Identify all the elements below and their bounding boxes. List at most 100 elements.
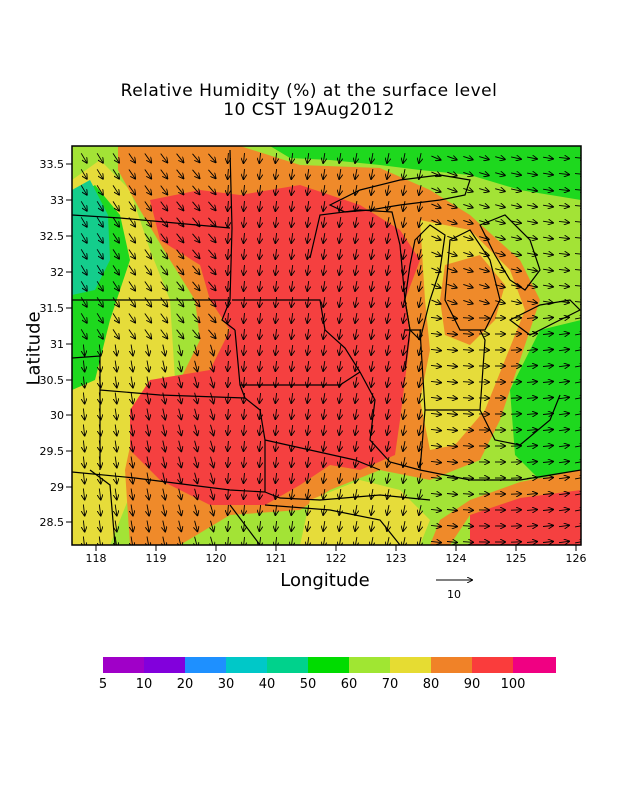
region-east-green: [510, 320, 581, 480]
wind-vector: [83, 488, 84, 500]
wind-vector: [144, 169, 151, 179]
wind-vector: [403, 457, 405, 467]
wind-vector: [431, 204, 440, 208]
wind-vector: [462, 350, 473, 351]
wind-vector: [128, 201, 135, 211]
wind-vector: [244, 216, 245, 227]
wind-vector: [371, 185, 373, 195]
wind-vector: [403, 329, 405, 339]
wind-vector: [115, 456, 117, 468]
wind-vector: [558, 205, 569, 206]
y-tick-label: 33.5: [40, 158, 65, 171]
wind-vector: [307, 393, 308, 403]
wind-vector: [307, 377, 308, 387]
wind-vector: [323, 393, 325, 403]
wind-vector: [244, 264, 245, 275]
wind-vector: [371, 169, 373, 179]
wind-vector: [131, 424, 133, 436]
wind-vector: [430, 541, 441, 542]
wind-vector: [228, 248, 229, 259]
wind-vector: [96, 281, 103, 290]
wind-vector: [291, 280, 292, 291]
wind-vector: [163, 472, 165, 484]
wind-vector: [419, 201, 421, 211]
wind-vector: [275, 312, 276, 323]
wind-vector: [463, 268, 472, 271]
wind-vector: [479, 189, 489, 192]
wind-vector: [558, 429, 569, 430]
wind-vector: [446, 350, 457, 351]
wind-vector: [558, 349, 569, 350]
wind-vector: [495, 173, 505, 176]
wind-vector: [128, 233, 135, 243]
wind-vector: [462, 414, 473, 415]
colorbar-label: 5: [99, 677, 107, 692]
wind-vector: [403, 169, 405, 179]
wind-vector: [575, 365, 581, 367]
y-tick-label: 29: [50, 481, 64, 494]
wind-vector: [160, 185, 168, 195]
wind-vector: [403, 521, 405, 531]
wind-vector: [323, 329, 325, 339]
colorbar-label: 80: [423, 677, 440, 692]
wind-vector: [192, 313, 200, 322]
wind-vector: [208, 201, 215, 210]
wind-vector: [259, 488, 260, 499]
wind-vector: [144, 265, 151, 275]
wind-vector: [275, 328, 276, 339]
wind-vector: [99, 376, 100, 388]
wind-vector: [419, 265, 421, 275]
wind-vector: [163, 440, 165, 452]
wind-vector: [275, 296, 276, 307]
wind-vector: [403, 441, 405, 451]
wind-vector: [115, 408, 117, 420]
colorbar: 5 10 20 30 40 50 60 70 80 90 100: [99, 657, 556, 692]
wind-vector: [403, 489, 405, 499]
wind-vector: [112, 265, 119, 274]
wind-vector: [291, 200, 292, 211]
map-subtitle: 10 CST 19Aug2012: [223, 100, 395, 120]
wind-vector: [259, 392, 260, 403]
wind-vector: [259, 504, 260, 515]
wind-vector: [131, 376, 133, 388]
wind-vector: [99, 408, 100, 420]
wind-vector: [179, 488, 182, 500]
wind-vector: [144, 185, 151, 195]
wind-vector: [211, 504, 214, 516]
wind-vector: [259, 152, 260, 163]
wind-vector: [371, 377, 373, 387]
wind-vector: [208, 185, 215, 194]
wind-vector: [526, 350, 537, 351]
wind-vector: [447, 220, 456, 223]
wind-vector: [99, 520, 100, 532]
wind-vector: [526, 334, 537, 335]
wind-vector: [419, 185, 421, 195]
wind-vector: [403, 393, 405, 403]
wind-vector: [115, 536, 117, 545]
wind-vector: [259, 440, 260, 451]
wind-vector: [355, 313, 357, 323]
wind-vector: [80, 169, 87, 178]
wind-vector: [208, 297, 215, 306]
wind-vector: [403, 537, 405, 545]
wind-vector: [447, 172, 456, 175]
wind-vector: [574, 174, 581, 175]
wind-vector: [195, 520, 198, 532]
wind-vector: [291, 312, 292, 323]
wind-vector: [275, 536, 276, 545]
wind-vector: [80, 265, 87, 274]
wind-vector: [115, 488, 117, 500]
wind-vector: [543, 221, 553, 223]
wind-vector: [147, 504, 149, 516]
wind-vector: [511, 237, 521, 239]
wind-vector: [371, 313, 373, 323]
wind-vector: [387, 441, 389, 451]
wind-vector: [542, 494, 553, 495]
wind-vector: [526, 430, 537, 431]
colorbar-swatch: [226, 657, 267, 673]
wind-vector: [83, 376, 84, 388]
wind-vector: [371, 473, 373, 483]
wind-vector: [128, 249, 135, 259]
wind-vector: [462, 318, 473, 319]
wind-vector: [275, 344, 276, 355]
